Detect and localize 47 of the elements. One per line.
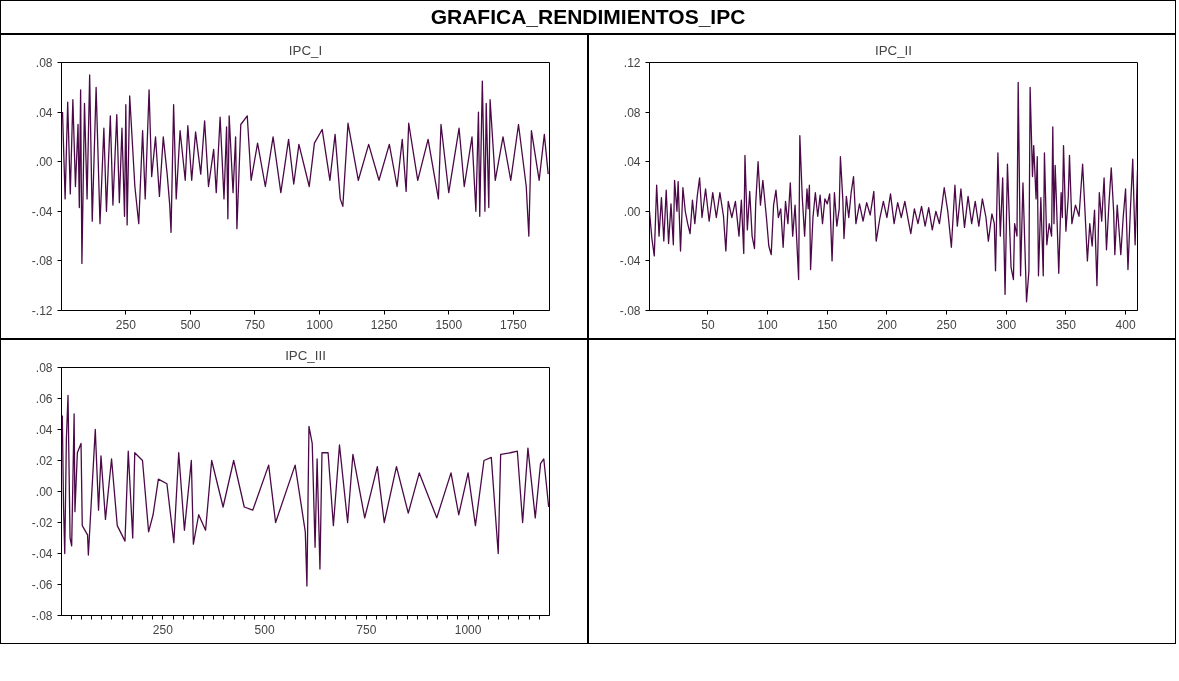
y-tick-label: -.08 [31, 609, 53, 623]
line-series [61, 394, 550, 587]
y-tick-label: -.02 [31, 516, 53, 530]
x-tick-label: 500 [180, 317, 201, 332]
y-tick-label: .08 [35, 361, 53, 375]
x-tick-label: 400 [1115, 317, 1136, 332]
y-tick-label: .08 [35, 56, 53, 70]
x-tick-label: 150 [817, 317, 838, 332]
line-series [649, 81, 1138, 303]
y-tick-label: .06 [35, 392, 53, 406]
y-tick-label: -.12 [31, 304, 53, 318]
y-tick-label: .04 [35, 423, 53, 437]
x-tick-label: 1000 [454, 622, 482, 637]
y-tick-label: -.08 [31, 254, 53, 269]
y-tick-label: .00 [623, 204, 641, 219]
y-tick-label: -.06 [31, 578, 53, 592]
y-tick-label: -.04 [619, 254, 641, 269]
x-tick-label: 500 [254, 622, 275, 637]
x-tick-label: 250 [152, 622, 174, 637]
x-tick-label: 1250 [370, 317, 398, 332]
chart-title: IPC_II [874, 42, 913, 58]
x-tick-label: 1500 [435, 317, 463, 332]
x-tick-label: 300 [996, 317, 1017, 332]
x-tick-label: 750 [244, 317, 266, 332]
x-tick-label: 250 [936, 317, 957, 332]
chart-title: GRAFICA_RENDIMIENTOS_IPC [430, 4, 746, 30]
x-tick-label: 1750 [499, 317, 528, 332]
y-tick-label: .08 [623, 105, 641, 120]
chart-title: IPC_III [285, 347, 326, 363]
y-tick-label: -.08 [619, 304, 641, 318]
x-tick-label: 350 [1055, 317, 1077, 332]
y-tick-label: .12 [623, 56, 641, 70]
x-tick-label: 200 [876, 317, 898, 332]
line-series [61, 74, 549, 265]
x-tick-label: 250 [115, 317, 137, 332]
x-tick-label: 750 [356, 622, 377, 637]
y-tick-label: .00 [35, 485, 53, 499]
y-tick-label: .04 [35, 105, 53, 120]
x-tick-label: 50 [701, 317, 715, 332]
y-tick-label: -.04 [31, 204, 53, 219]
y-tick-label: .00 [35, 155, 53, 170]
y-tick-label: .02 [35, 454, 53, 468]
chart-subtitle: IPC_I [288, 42, 323, 58]
x-tick-label: 100 [757, 317, 778, 332]
y-tick-label: .04 [623, 155, 641, 170]
x-tick-label: 1000 [306, 317, 334, 332]
y-tick-label: -.04 [31, 547, 53, 561]
